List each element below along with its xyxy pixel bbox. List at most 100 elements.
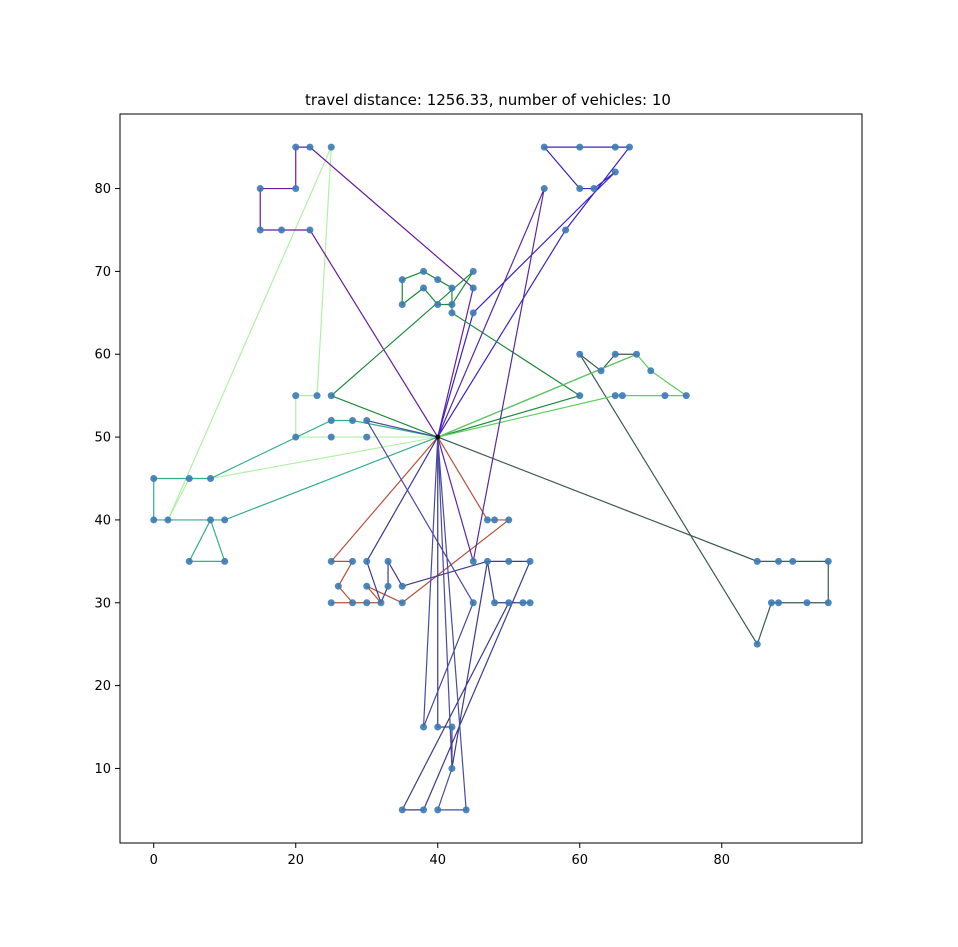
customer-point <box>491 516 499 524</box>
x-tick-label: 40 <box>429 853 446 868</box>
route-line-5 <box>330 270 582 438</box>
customer-point <box>803 599 811 607</box>
customer-point <box>377 599 385 607</box>
customer-point <box>327 433 335 441</box>
customer-point <box>434 806 442 814</box>
y-tick-label: 40 <box>94 513 111 528</box>
customer-point <box>434 723 442 731</box>
customer-point <box>775 557 783 565</box>
customer-point <box>519 599 527 607</box>
customer-point <box>384 582 392 590</box>
customer-point <box>306 226 314 234</box>
customer-point <box>185 557 193 565</box>
customer-point <box>420 723 428 731</box>
customer-point <box>292 392 300 400</box>
customer-point <box>469 599 477 607</box>
customer-point <box>398 806 406 814</box>
customer-point <box>327 417 335 425</box>
customer-point <box>469 284 477 292</box>
customer-point <box>434 301 442 309</box>
y-tick-label: 80 <box>94 182 111 197</box>
customer-point <box>363 599 371 607</box>
customer-point <box>207 516 215 524</box>
customer-point <box>753 557 761 565</box>
customer-point <box>562 226 570 234</box>
customer-point <box>824 557 832 565</box>
customer-point <box>221 516 229 524</box>
route-line-7 <box>153 419 438 562</box>
customer-point <box>661 392 669 400</box>
y-tick-label: 10 <box>94 762 111 777</box>
x-tick-label: 60 <box>571 853 588 868</box>
customer-point <box>256 226 264 234</box>
customer-point <box>164 516 172 524</box>
customer-point <box>540 185 548 193</box>
customer-point <box>313 392 321 400</box>
plot-frame <box>119 113 863 844</box>
chart-title: travel distance: 1256.33, number of vehi… <box>305 91 671 109</box>
customer-point <box>434 276 442 284</box>
customer-point <box>611 392 619 400</box>
customer-point <box>611 143 619 151</box>
route-line-10 <box>365 419 474 811</box>
customer-point <box>327 143 335 151</box>
customer-point <box>349 599 357 607</box>
customer-point <box>576 392 584 400</box>
customer-point <box>420 806 428 814</box>
customer-point <box>306 143 314 151</box>
customer-point <box>505 599 513 607</box>
route-line-6 <box>437 353 689 438</box>
x-tick-label: 80 <box>713 853 730 868</box>
y-tick-label: 50 <box>94 431 111 446</box>
customer-point <box>448 764 456 772</box>
customer-point <box>540 143 548 151</box>
customer-point <box>363 433 371 441</box>
y-tick-label: 30 <box>94 596 111 611</box>
customer-point <box>789 557 797 565</box>
customer-point <box>576 350 584 358</box>
customer-point <box>491 599 499 607</box>
customer-point <box>633 350 641 358</box>
route-line-2 <box>167 146 438 521</box>
y-tick-label: 70 <box>94 265 111 280</box>
customer-point <box>398 301 406 309</box>
customer-point <box>647 367 655 375</box>
customer-point <box>292 185 300 193</box>
customer-point <box>278 226 286 234</box>
customer-point <box>327 599 335 607</box>
customer-point <box>327 392 335 400</box>
customer-point <box>505 557 513 565</box>
x-tick-label: 20 <box>287 853 304 868</box>
x-axis: 0 20 40 60 80 <box>150 843 730 868</box>
customer-point <box>207 475 215 482</box>
customer-point <box>398 599 406 607</box>
customer-point <box>597 367 605 375</box>
customer-point <box>590 185 598 193</box>
customer-point <box>292 143 300 151</box>
customer-point <box>150 475 158 482</box>
customer-point <box>469 557 477 565</box>
customer-point <box>420 267 428 275</box>
customer-point <box>349 557 357 565</box>
customer-point <box>327 557 335 565</box>
customer-point <box>526 557 534 565</box>
routes-layer <box>153 146 829 811</box>
customer-point <box>753 640 761 648</box>
customer-point <box>349 417 357 425</box>
customer-point <box>221 557 229 565</box>
customer-point <box>185 475 193 482</box>
route-line-4 <box>437 146 631 438</box>
customer-point <box>526 599 534 607</box>
customer-point <box>448 301 456 309</box>
customer-point <box>448 309 456 317</box>
customer-point <box>150 516 158 524</box>
customer-point <box>363 582 371 590</box>
customer-point <box>824 599 832 607</box>
customer-point <box>398 276 406 284</box>
customer-point <box>618 392 626 400</box>
customer-point <box>576 143 584 151</box>
customer-point <box>469 267 477 275</box>
customer-point <box>292 433 300 441</box>
customer-point <box>462 806 470 814</box>
